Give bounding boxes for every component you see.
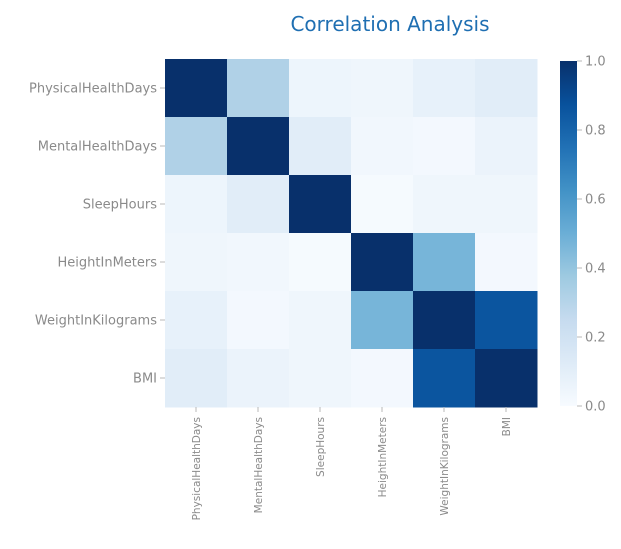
heatmap-cell bbox=[351, 117, 414, 176]
heatmap-cell bbox=[413, 349, 476, 408]
x-axis: PhysicalHealthDays MentalHealthDays SleepH… bbox=[191, 407, 513, 520]
colorbar-tick-label: 1.0 bbox=[585, 55, 606, 70]
heatmap-cell bbox=[289, 291, 352, 350]
heatmap-cell bbox=[165, 117, 228, 176]
y-axis: PhysicalHealthDays MentalHealthDays SleepH… bbox=[29, 82, 165, 387]
heatmap-cell bbox=[475, 291, 538, 350]
heatmap-cell bbox=[475, 59, 538, 118]
heatmap-cell bbox=[351, 233, 414, 292]
heatmap-cell bbox=[289, 175, 352, 234]
x-tick-label: PhysicalHealthDays bbox=[191, 417, 203, 520]
heatmap-cell bbox=[289, 349, 352, 408]
heatmap-cells bbox=[165, 59, 538, 408]
x-tick-label: SleepHours bbox=[315, 417, 327, 477]
x-tick-label: HeightInMeters bbox=[377, 417, 389, 497]
heatmap-cell bbox=[475, 233, 538, 292]
heatmap-cell bbox=[289, 59, 352, 118]
heatmap-cell bbox=[289, 233, 352, 292]
heatmap-cell bbox=[351, 349, 414, 408]
colorbar-tick-label: 0.2 bbox=[585, 331, 606, 346]
colorbar-tick-label: 0.8 bbox=[585, 124, 606, 139]
heatmap-cell bbox=[227, 233, 290, 292]
heatmap-cell bbox=[413, 175, 476, 234]
colorbar-gradient bbox=[560, 61, 577, 406]
chart-title: Correlation Analysis bbox=[290, 12, 489, 36]
heatmap-cell bbox=[227, 349, 290, 408]
x-tick-label: MentalHealthDays bbox=[253, 417, 265, 513]
heatmap-cell bbox=[227, 117, 290, 176]
heatmap-cell bbox=[475, 349, 538, 408]
y-tick-label: PhysicalHealthDays bbox=[29, 82, 157, 97]
y-tick-label: SleepHours bbox=[83, 198, 157, 213]
heatmap-cell bbox=[165, 175, 228, 234]
heatmap-cell bbox=[165, 349, 228, 408]
colorbar-axis: 0.0 0.2 0.4 0.6 0.8 1.0 bbox=[577, 55, 606, 415]
heatmap-cell bbox=[165, 291, 228, 350]
y-tick-label: WeightInKilograms bbox=[35, 314, 157, 329]
heatmap-cell bbox=[351, 291, 414, 350]
heatmap-cell bbox=[227, 175, 290, 234]
y-tick-label: BMI bbox=[133, 372, 157, 387]
heatmap-cell bbox=[413, 291, 476, 350]
colorbar-tick-label: 0.6 bbox=[585, 193, 606, 208]
colorbar-tick-label: 0.4 bbox=[585, 262, 606, 277]
heatmap-cell bbox=[227, 59, 290, 118]
y-tick-label: HeightInMeters bbox=[58, 256, 158, 271]
colorbar bbox=[560, 61, 577, 406]
heatmap-cell bbox=[351, 175, 414, 234]
heatmap-cell bbox=[289, 117, 352, 176]
heatmap-cell bbox=[165, 233, 228, 292]
heatmap-cell bbox=[165, 59, 228, 118]
colorbar-tick-label: 0.0 bbox=[585, 400, 606, 415]
heatmap-cell bbox=[351, 59, 414, 118]
y-tick-label: MentalHealthDays bbox=[38, 140, 157, 155]
heatmap-cell bbox=[475, 117, 538, 176]
heatmap-cell bbox=[413, 233, 476, 292]
heatmap-cell bbox=[413, 59, 476, 118]
x-tick-label: WeightInKilograms bbox=[439, 417, 451, 516]
x-tick-label: BMI bbox=[501, 417, 513, 436]
heatmap-cell bbox=[227, 291, 290, 350]
heatmap-cell bbox=[475, 175, 538, 234]
heatmap-cell bbox=[413, 117, 476, 176]
